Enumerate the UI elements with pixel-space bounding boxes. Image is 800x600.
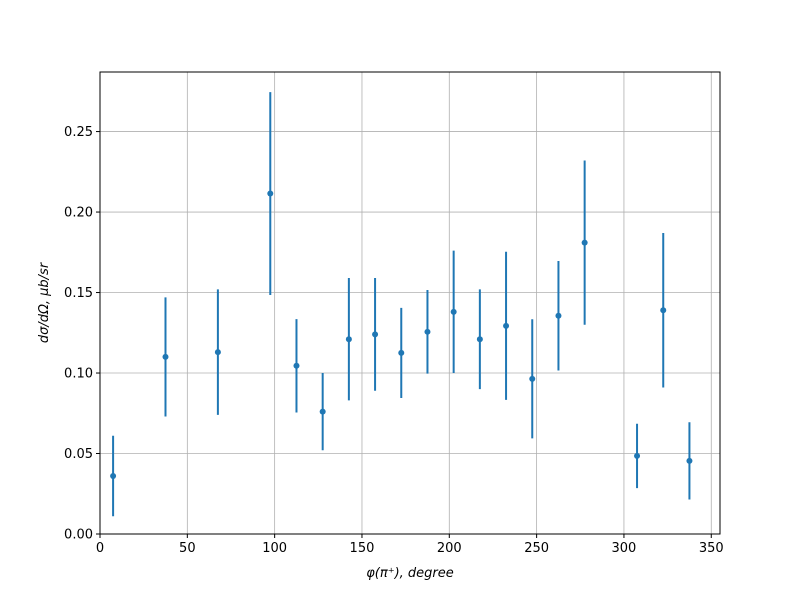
data-point <box>503 322 510 329</box>
data-point <box>555 312 562 319</box>
x-tick-label: 0 <box>96 541 104 556</box>
x-tick-label: 300 <box>612 541 637 556</box>
y-tick-label: 0.25 <box>64 125 93 140</box>
x-tick-label: 150 <box>350 541 375 556</box>
x-axis-label: φ(π⁺), degree <box>366 566 454 581</box>
data-point <box>110 473 117 480</box>
data-point <box>214 349 221 356</box>
data-point <box>476 336 483 343</box>
data-point <box>319 408 326 415</box>
data-point <box>345 336 352 343</box>
data-point <box>372 331 379 338</box>
y-tick-label: 0.15 <box>64 286 93 301</box>
plot-frame <box>99 71 721 535</box>
y-tick-label: 0.05 <box>64 447 93 462</box>
data-point <box>424 328 431 335</box>
y-tick-label: 0.10 <box>64 367 93 382</box>
data-point <box>398 349 405 356</box>
data-point <box>634 452 641 459</box>
x-tick-label: 100 <box>262 541 287 556</box>
data-point <box>450 308 457 315</box>
data-point <box>162 353 169 360</box>
y-axis-label: dσ/dΩ, μb/sr <box>37 261 52 343</box>
data-point <box>686 457 693 464</box>
data-point <box>581 239 588 246</box>
data-point <box>660 307 667 314</box>
x-tick-label: 200 <box>437 541 462 556</box>
x-tick-label: 250 <box>524 541 549 556</box>
data-point <box>293 362 300 369</box>
data-point <box>529 375 536 382</box>
data-point <box>267 190 274 197</box>
x-tick-label: 350 <box>699 541 724 556</box>
y-tick-label: 0.20 <box>64 206 93 221</box>
y-tick-label: 0.00 <box>64 528 93 543</box>
x-tick-label: 50 <box>179 541 196 556</box>
